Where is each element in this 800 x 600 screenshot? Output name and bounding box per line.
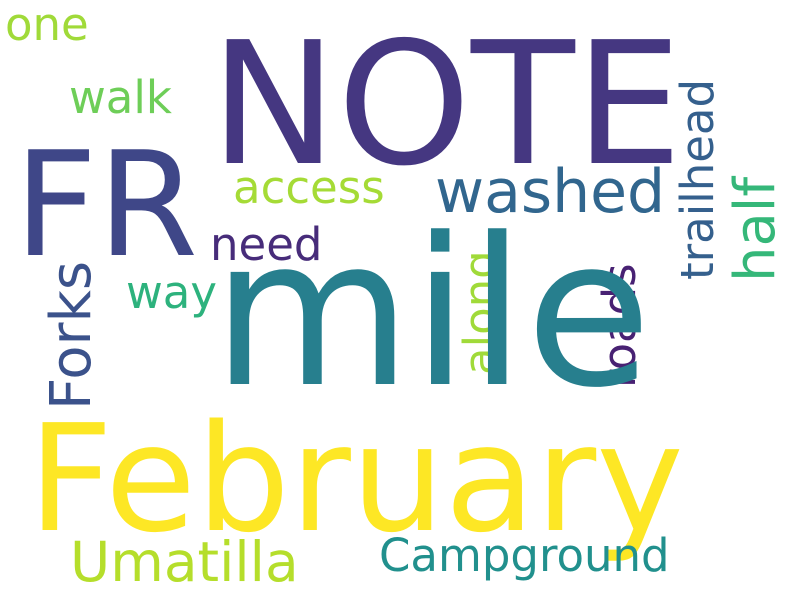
word-way: way bbox=[126, 266, 218, 319]
word-trailhead: trailhead bbox=[671, 78, 724, 280]
word-campground: Campground bbox=[379, 529, 670, 582]
word-forks: Forks bbox=[39, 260, 104, 410]
word-one: one bbox=[5, 0, 89, 51]
word-umatilla: Umatilla bbox=[70, 530, 299, 594]
word-washed: washed bbox=[435, 157, 666, 227]
word-note: NOTE bbox=[210, 6, 683, 204]
word-walk: walk bbox=[69, 71, 172, 124]
word-need: need bbox=[210, 218, 323, 271]
word-fr: FR bbox=[14, 121, 199, 290]
word-mile: mile bbox=[212, 195, 652, 433]
word-access: access bbox=[233, 161, 385, 214]
word-half: half bbox=[723, 176, 788, 282]
word-february: February bbox=[28, 393, 684, 565]
